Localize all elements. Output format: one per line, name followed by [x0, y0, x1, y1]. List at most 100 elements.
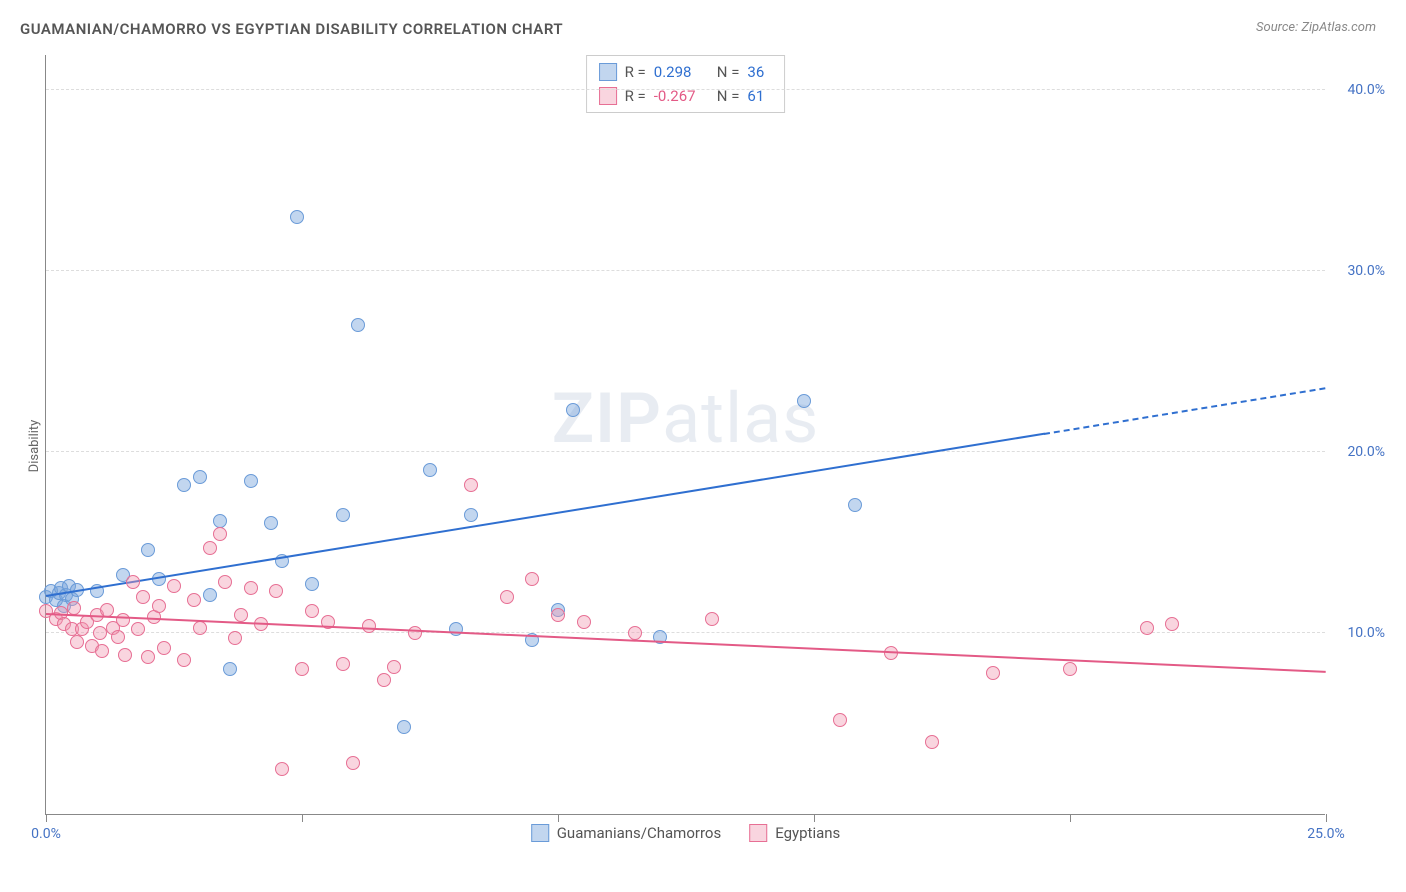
legend-label: Egyptians: [775, 824, 840, 842]
data-point-egyptians: [1165, 617, 1179, 631]
data-point-egyptians: [203, 541, 217, 555]
data-point-egyptians: [152, 599, 166, 613]
watermark-bold: ZIP: [552, 378, 662, 460]
data-point-guamanians: [141, 543, 155, 557]
data-point-egyptians: [118, 648, 132, 662]
y-tick-label: 30.0%: [1347, 263, 1385, 279]
r-label: R =: [625, 60, 646, 84]
data-point-egyptians: [551, 608, 565, 622]
data-point-guamanians: [397, 720, 411, 734]
data-point-egyptians: [1063, 662, 1077, 676]
legend-label: Guamanians/Chamorros: [557, 824, 721, 842]
data-point-egyptians: [269, 584, 283, 598]
data-point-egyptians: [833, 713, 847, 727]
data-point-egyptians: [70, 635, 84, 649]
data-point-egyptians: [346, 756, 360, 770]
legend-series: Guamanians/Chamorros Egyptians: [531, 824, 841, 842]
data-point-egyptians: [167, 579, 181, 593]
x-tick: [1070, 814, 1071, 822]
data-point-egyptians: [177, 653, 191, 667]
n-value: 36: [747, 60, 772, 84]
y-tick-label: 20.0%: [1347, 444, 1385, 460]
data-point-egyptians: [387, 660, 401, 674]
legend-item: Guamanians/Chamorros: [531, 824, 721, 842]
source-label: Source: ZipAtlas.com: [1256, 20, 1376, 35]
legend-row: R = 0.298 N = 36: [599, 60, 773, 84]
chart-title: GUAMANIAN/CHAMORRO VS EGYPTIAN DISABILIT…: [20, 20, 563, 38]
y-tick-label: 10.0%: [1347, 625, 1385, 641]
data-point-guamanians: [203, 588, 217, 602]
source-text: ZipAtlas.com: [1301, 20, 1376, 35]
data-point-egyptians: [95, 644, 109, 658]
data-point-guamanians: [797, 394, 811, 408]
data-point-egyptians: [362, 619, 376, 633]
data-point-egyptians: [377, 673, 391, 687]
data-point-guamanians: [244, 474, 258, 488]
data-point-egyptians: [193, 621, 207, 635]
data-point-egyptians: [305, 604, 319, 618]
x-tick: [814, 814, 815, 822]
data-point-guamanians: [193, 470, 207, 484]
data-point-guamanians: [464, 508, 478, 522]
data-point-egyptians: [157, 641, 171, 655]
data-point-egyptians: [275, 762, 289, 776]
r-value: -0.267: [654, 84, 709, 108]
data-point-egyptians: [925, 735, 939, 749]
gridline: [46, 451, 1325, 452]
n-value: 61: [747, 84, 772, 108]
data-point-guamanians: [566, 403, 580, 417]
data-point-guamanians: [351, 318, 365, 332]
data-point-egyptians: [126, 575, 140, 589]
data-point-egyptians: [218, 575, 232, 589]
data-point-guamanians: [177, 478, 191, 492]
x-tick-label: 25.0%: [1307, 826, 1345, 842]
data-point-guamanians: [449, 622, 463, 636]
data-point-egyptians: [213, 527, 227, 541]
legend-swatch: [749, 824, 767, 842]
data-point-guamanians: [336, 508, 350, 522]
data-point-egyptians: [295, 662, 309, 676]
source-prefix: Source:: [1256, 20, 1301, 35]
data-point-egyptians: [100, 603, 114, 617]
data-point-egyptians: [141, 650, 155, 664]
data-point-egyptians: [228, 631, 242, 645]
data-point-guamanians: [264, 516, 278, 530]
data-point-egyptians: [111, 630, 125, 644]
data-point-guamanians: [423, 463, 437, 477]
gridline: [46, 89, 1325, 90]
watermark: ZIPatlas: [552, 378, 820, 460]
x-tick-label: 0.0%: [31, 826, 61, 842]
data-point-guamanians: [848, 498, 862, 512]
x-tick: [46, 814, 47, 822]
data-point-egyptians: [136, 590, 150, 604]
data-point-egyptians: [131, 622, 145, 636]
legend-correlation: R = 0.298 N = 36 R = -0.267 N = 61: [586, 55, 786, 113]
watermark-rest: atlas: [662, 378, 819, 460]
data-point-egyptians: [464, 478, 478, 492]
data-point-egyptians: [244, 581, 258, 595]
data-point-guamanians: [223, 662, 237, 676]
r-value: 0.298: [654, 60, 709, 84]
legend-swatch: [599, 63, 617, 81]
legend-swatch: [531, 824, 549, 842]
n-label: N =: [717, 60, 740, 84]
data-point-guamanians: [305, 577, 319, 591]
data-point-egyptians: [986, 666, 1000, 680]
y-axis-label: Disability: [27, 420, 42, 473]
data-point-egyptians: [234, 608, 248, 622]
gridline: [46, 270, 1325, 271]
data-point-egyptians: [1140, 621, 1154, 635]
data-point-egyptians: [525, 572, 539, 586]
data-point-egyptians: [577, 615, 591, 629]
r-label: R =: [625, 84, 646, 108]
legend-row: R = -0.267 N = 61: [599, 84, 773, 108]
data-point-egyptians: [500, 590, 514, 604]
n-label: N =: [717, 84, 740, 108]
plot-area: ZIPatlas R =0.298N =36R =-0.267N =61 Gua…: [45, 55, 1325, 815]
data-point-egyptians: [67, 601, 81, 615]
legend-item: Egyptians: [749, 824, 840, 842]
data-point-egyptians: [628, 626, 642, 640]
x-tick: [558, 814, 559, 822]
data-point-egyptians: [336, 657, 350, 671]
trend-line-guamanians-dashed: [1044, 387, 1326, 435]
